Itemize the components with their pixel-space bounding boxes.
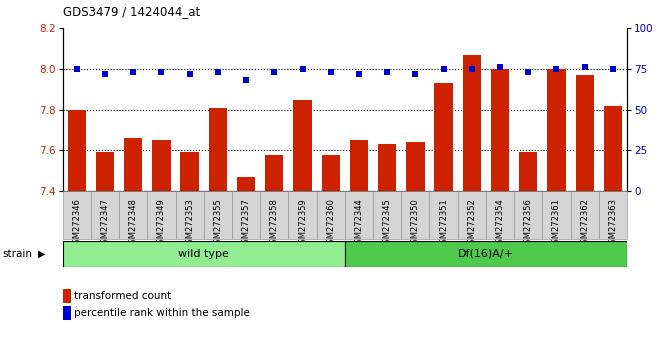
Point (269, 69, 280, 75)
Text: transformed count: transformed count (74, 291, 171, 301)
Text: GSM272362: GSM272362 (580, 198, 589, 249)
Bar (63, 241, 345, 267)
Point (579, 64, 590, 70)
Text: GSM272344: GSM272344 (354, 198, 364, 249)
Bar (204, 191, 232, 239)
Text: GSM272345: GSM272345 (383, 198, 391, 249)
Text: ▶: ▶ (38, 249, 46, 259)
Bar (232, 191, 260, 239)
Bar (373, 191, 401, 239)
Text: GSM272358: GSM272358 (270, 198, 279, 249)
Bar (67, 110, 86, 191)
Bar (604, 105, 622, 191)
Text: strain: strain (2, 249, 32, 259)
Text: GSM272354: GSM272354 (496, 198, 504, 249)
Text: GSM272350: GSM272350 (411, 198, 420, 249)
Point (156, 69, 167, 75)
Bar (96, 153, 114, 191)
Point (184, 71, 195, 77)
Bar (570, 191, 599, 239)
Text: GSM272353: GSM272353 (185, 198, 194, 249)
Text: GSM272356: GSM272356 (524, 198, 533, 249)
Point (354, 71, 364, 77)
Bar (119, 191, 147, 239)
Point (523, 69, 533, 75)
Bar (260, 191, 288, 239)
Text: GSM272355: GSM272355 (213, 198, 222, 249)
Point (128, 69, 139, 75)
Text: GSM272347: GSM272347 (100, 198, 110, 249)
Text: GSM272351: GSM272351 (439, 198, 448, 249)
Point (382, 69, 393, 75)
Bar (543, 191, 570, 239)
Text: GSM272346: GSM272346 (73, 198, 81, 249)
Text: GSM272360: GSM272360 (326, 198, 335, 249)
Bar (63, 191, 91, 239)
Text: GSM272349: GSM272349 (157, 198, 166, 249)
Text: GSM272361: GSM272361 (552, 198, 561, 249)
Point (71, 66, 82, 72)
Bar (519, 153, 537, 191)
Text: GSM272352: GSM272352 (467, 198, 477, 249)
Bar (463, 55, 481, 191)
Bar (576, 75, 594, 191)
Bar (91, 191, 119, 239)
Point (297, 66, 308, 72)
Text: GDS3479 / 1424044_at: GDS3479 / 1424044_at (63, 5, 200, 18)
Bar (406, 142, 424, 191)
Point (410, 71, 420, 77)
Bar (321, 155, 340, 191)
Bar (491, 69, 510, 191)
Bar (237, 177, 255, 191)
Bar (430, 191, 458, 239)
Text: GSM272363: GSM272363 (609, 198, 617, 249)
Bar (288, 191, 317, 239)
Bar (152, 140, 171, 191)
Bar (345, 191, 373, 239)
Bar (514, 191, 543, 239)
Bar (401, 191, 430, 239)
Point (495, 64, 506, 70)
Bar (209, 108, 227, 191)
Text: Df(16)A/+: Df(16)A/+ (458, 249, 514, 259)
Point (241, 78, 251, 83)
Bar (265, 155, 284, 191)
Text: percentile rank within the sample: percentile rank within the sample (74, 308, 249, 318)
Bar (547, 69, 566, 191)
Text: GSM272348: GSM272348 (129, 198, 138, 249)
Text: wild type: wild type (178, 249, 229, 259)
Bar (317, 191, 345, 239)
Bar (458, 191, 486, 239)
Point (551, 66, 562, 72)
Point (608, 66, 618, 72)
Point (100, 71, 110, 77)
Bar (345, 241, 627, 267)
Bar (124, 138, 143, 191)
Bar (350, 140, 368, 191)
Bar (293, 99, 312, 191)
Bar (434, 83, 453, 191)
Text: GSM272357: GSM272357 (242, 198, 251, 249)
Bar (599, 191, 627, 239)
Bar (176, 191, 204, 239)
Point (325, 69, 336, 75)
Point (467, 66, 477, 72)
Bar (180, 153, 199, 191)
Text: GSM272359: GSM272359 (298, 198, 307, 249)
Bar (147, 191, 176, 239)
Point (213, 69, 223, 75)
Point (438, 66, 449, 72)
Bar (378, 144, 397, 191)
Bar (486, 191, 514, 239)
